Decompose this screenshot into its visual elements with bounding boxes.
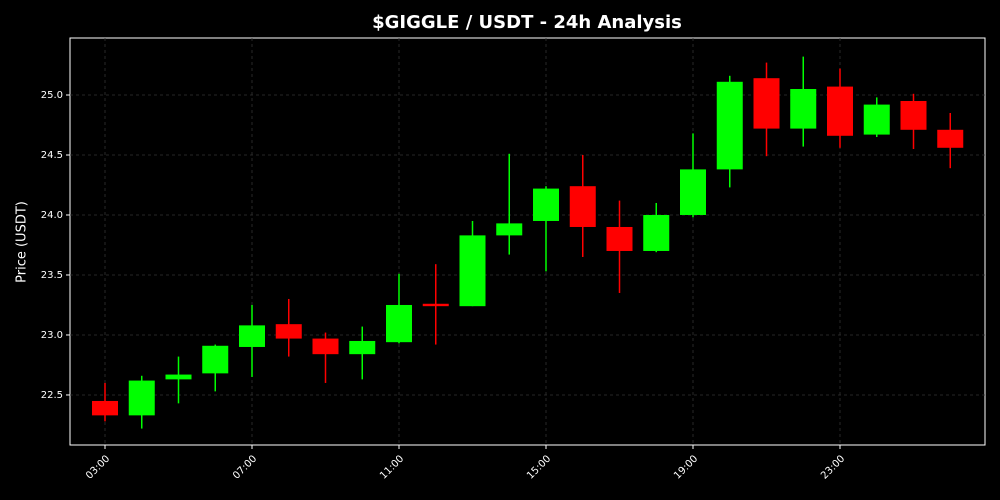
y-tick-label: 22.5: [41, 390, 63, 401]
candle-body: [533, 188, 559, 221]
candle-body: [128, 380, 155, 416]
candle-body: [827, 86, 853, 136]
y-tick-label: 24.5: [41, 150, 63, 161]
candle-body: [459, 235, 486, 307]
candle-body: [643, 214, 670, 251]
y-tick-label: 24.0: [41, 210, 63, 221]
y-tick-label: 23.5: [41, 270, 63, 281]
x-tick-label: 19:00: [672, 453, 700, 481]
candle-body: [202, 345, 229, 374]
candle-body: [239, 325, 265, 347]
candle-body: [275, 324, 302, 339]
candle-body: [92, 400, 118, 416]
candle-body: [606, 226, 633, 251]
candle-body: [680, 169, 706, 215]
x-tick-label: 07:00: [231, 453, 259, 481]
candle-body: [165, 374, 192, 380]
x-tick-label: 03:00: [84, 453, 112, 481]
candle-body: [312, 338, 339, 355]
chart-title: $GIGGLE / USDT - 24h Analysis: [372, 12, 682, 33]
y-axis-label: Price (USDT): [15, 201, 30, 283]
candle-body: [496, 223, 523, 236]
candle-body: [937, 129, 964, 148]
x-tick-label: 15:00: [525, 453, 553, 481]
x-tick-label: 11:00: [378, 453, 406, 481]
candle-body: [422, 303, 449, 307]
candle-body: [716, 81, 743, 170]
candle-body: [753, 78, 780, 129]
candle-body: [790, 88, 817, 129]
candle-body: [386, 304, 412, 343]
candle-body: [900, 100, 927, 130]
plot-frame: [69, 37, 986, 446]
x-tick-label: 23:00: [819, 453, 847, 481]
candle-body: [349, 340, 376, 355]
candle-body: [863, 104, 890, 135]
y-tick-label: 23.0: [41, 330, 63, 341]
candle-body: [569, 186, 596, 227]
y-tick-label: 25.0: [41, 90, 63, 101]
